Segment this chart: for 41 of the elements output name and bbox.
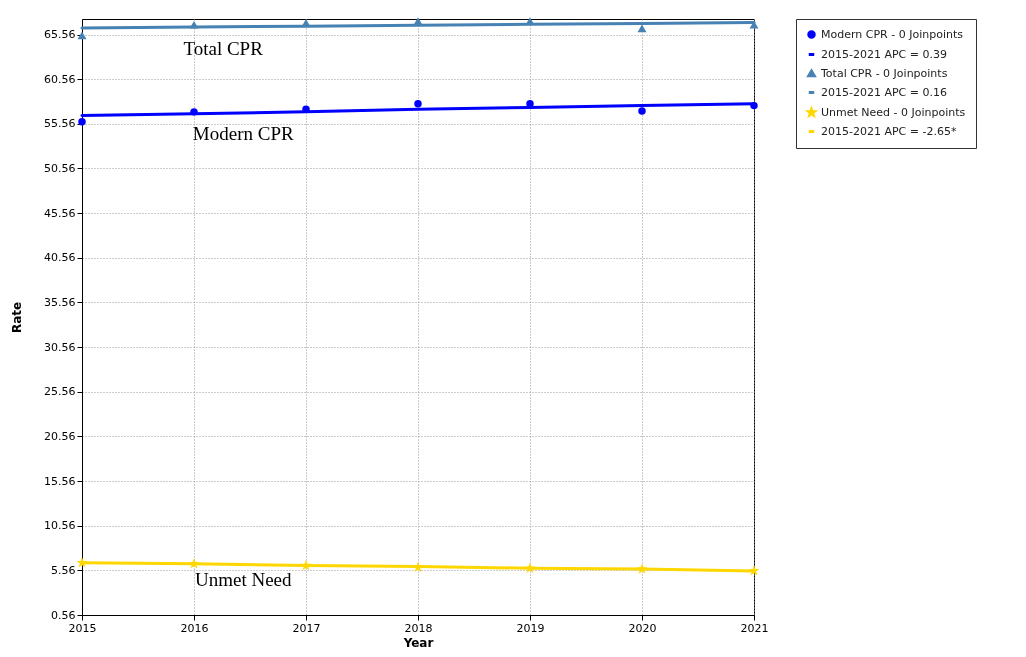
annotation: Total CPR bbox=[183, 37, 264, 59]
y-tick-label: 5.56 bbox=[51, 563, 76, 577]
y-tick-label: 30.56 bbox=[44, 340, 76, 354]
x-tick-label: 2019 bbox=[516, 621, 545, 635]
point bbox=[190, 108, 198, 116]
x-tick-label: 2017 bbox=[292, 621, 321, 635]
point bbox=[638, 25, 646, 33]
legend-label: 2015-2021 APC = 0.39 bbox=[821, 47, 947, 61]
legend-label: 2015-2021 APC = -2.65* bbox=[821, 124, 957, 138]
point bbox=[78, 32, 86, 40]
y-tick-label: 10.56 bbox=[44, 519, 76, 533]
legend-label: 2015-2021 APC = 0.16 bbox=[821, 85, 947, 99]
y-tick-label: 40.56 bbox=[44, 251, 76, 265]
y-tick-label: 50.56 bbox=[44, 161, 76, 175]
y-tick-label: 0.56 bbox=[51, 608, 76, 622]
x-tick-label: 2018 bbox=[404, 621, 433, 635]
point bbox=[638, 107, 646, 115]
y-tick-label: 45.56 bbox=[44, 206, 76, 220]
y-tick-label: 25.56 bbox=[44, 385, 76, 399]
y-tick-label: 65.56 bbox=[44, 28, 76, 42]
x-tick-label: 2021 bbox=[740, 621, 769, 635]
y-tick-label: 60.56 bbox=[44, 72, 76, 86]
y-axis-title: Rate bbox=[10, 301, 25, 334]
legend-label: Unmet Need - 0 Joinpoints bbox=[821, 105, 966, 119]
legend-label: Modern CPR - 0 Joinpoints bbox=[821, 27, 964, 41]
y-tick-label: 35.56 bbox=[44, 295, 76, 309]
x-tick-label: 2020 bbox=[628, 621, 657, 635]
point bbox=[414, 561, 423, 572]
legend-label: Total CPR - 0 Joinpoints bbox=[820, 66, 948, 80]
point bbox=[414, 100, 422, 108]
y-tick-label: 55.56 bbox=[44, 117, 76, 131]
y-tick-label: 15.56 bbox=[44, 474, 76, 488]
point bbox=[190, 21, 198, 29]
x-tick-label: 2016 bbox=[180, 621, 209, 635]
annotation: Modern CPR bbox=[192, 123, 295, 145]
x-axis-title: Year bbox=[402, 635, 434, 650]
point bbox=[78, 117, 86, 126]
point bbox=[750, 101, 758, 110]
x-tick-label: 2015 bbox=[68, 621, 97, 635]
y-tick-label: 20.56 bbox=[44, 429, 76, 443]
annotation: Unmet Need bbox=[195, 569, 293, 591]
